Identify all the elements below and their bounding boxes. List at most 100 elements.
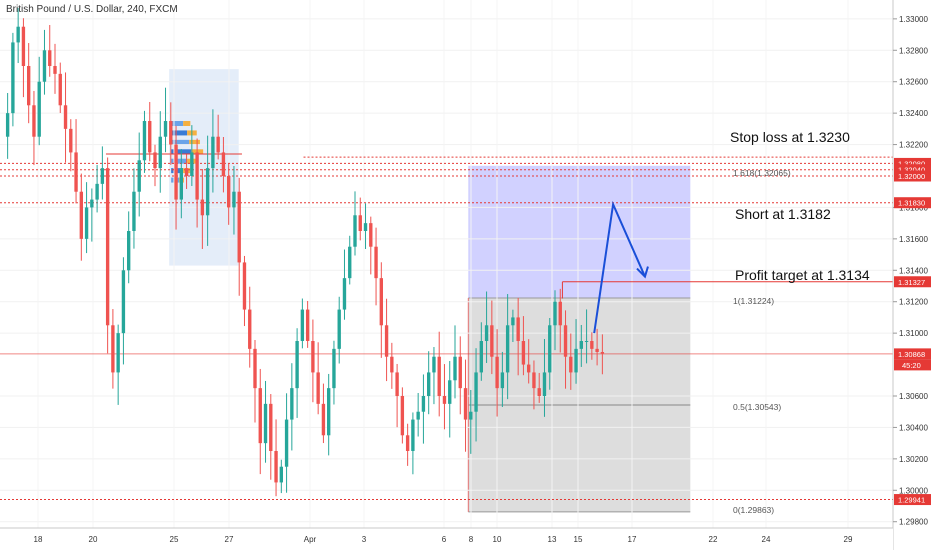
candle-body <box>490 325 494 357</box>
candle-body <box>290 388 294 420</box>
time-tick-label: 27 <box>225 535 234 544</box>
candle-body <box>274 451 278 483</box>
candle-body <box>369 223 373 247</box>
fib-1618-label: 1.618(1.32065) <box>733 168 791 178</box>
price-tag-label: 1.31830 <box>898 199 925 208</box>
price-tick-label: 1.31400 <box>899 266 928 275</box>
countdown-tag <box>894 359 931 371</box>
time-tick-label: 15 <box>574 535 583 544</box>
candle-body <box>32 105 36 137</box>
candles <box>5 7 605 497</box>
candle-body <box>137 160 141 192</box>
profit-target-label: Profit target at 1.3134 <box>735 267 870 283</box>
time-tick-label: 24 <box>762 535 771 544</box>
time-tick-label: 3 <box>362 535 367 544</box>
candle-body <box>316 372 320 404</box>
candle-body <box>74 152 78 192</box>
candle-body <box>190 152 194 176</box>
candle-body <box>300 309 305 341</box>
candle-body <box>11 42 15 114</box>
horizontal-levels <box>0 153 893 501</box>
candle-body <box>121 270 126 334</box>
time-tick-label: 8 <box>469 535 474 544</box>
candle-body <box>553 301 557 326</box>
short-entry-label: Short at 1.3182 <box>735 206 831 222</box>
candle-body <box>221 152 226 176</box>
time-axis-bg <box>0 528 893 550</box>
candle-body <box>184 168 189 176</box>
candle-body <box>79 191 83 239</box>
candle-body <box>42 50 47 82</box>
candle-body <box>195 152 199 200</box>
price-tag-label: 1.29941 <box>898 496 925 505</box>
time-tick-label: 13 <box>548 535 557 544</box>
price-tag <box>894 170 931 182</box>
candle-body <box>216 136 220 153</box>
candle-body <box>116 333 120 373</box>
candle-body <box>558 301 562 326</box>
price-axis-bg <box>893 0 932 550</box>
candle-body <box>163 121 168 137</box>
candle-body <box>321 403 326 436</box>
time-tick-label: 18 <box>34 535 43 544</box>
candle-body <box>27 66 31 106</box>
candle-body <box>411 419 415 451</box>
candle-body <box>569 356 573 373</box>
candle-body <box>400 396 405 436</box>
candle-body <box>527 364 531 373</box>
candle-body <box>600 352 605 354</box>
candle-body <box>427 372 431 396</box>
candle-body <box>374 246 378 279</box>
candle-body <box>537 388 541 396</box>
price-tag-label: 1.32080 <box>898 159 925 168</box>
candle-body <box>474 372 478 412</box>
candle-body <box>521 341 526 365</box>
volume-profile-box <box>169 69 239 266</box>
time-tick-label: Apr <box>304 535 317 544</box>
candle-body <box>200 199 205 216</box>
candle-body <box>263 403 268 444</box>
time-tick-label: 10 <box>493 535 502 544</box>
candle-body <box>458 356 462 389</box>
price-tag <box>894 164 931 176</box>
candle-body <box>442 396 447 404</box>
price-tag <box>894 276 931 288</box>
candle-body <box>448 380 452 404</box>
candle-body <box>479 341 483 373</box>
candle-body <box>227 176 231 208</box>
candle-body <box>58 73 62 106</box>
candle-body <box>332 348 336 389</box>
price-tag-label: 1.32040 <box>898 166 925 175</box>
price-tag <box>894 494 931 506</box>
candle-body <box>153 152 157 169</box>
stop-zone <box>468 165 691 298</box>
candle-body <box>205 168 210 216</box>
symbol-title: British Pound / U.S. Dollar, 240, FXCM <box>6 4 178 15</box>
candle-body <box>484 325 489 341</box>
candle-body <box>363 223 368 231</box>
time-tick-label: 25 <box>170 535 179 544</box>
candle-body <box>358 215 362 231</box>
candle-body <box>132 191 136 231</box>
candle-body <box>269 403 273 451</box>
candle-body <box>595 348 599 352</box>
candle-body <box>211 136 215 169</box>
candle-body <box>16 26 20 43</box>
arrow-head <box>636 266 649 279</box>
time-tick-label: 17 <box>628 535 637 544</box>
candle-body <box>463 388 468 420</box>
candle-body <box>516 317 520 341</box>
price-tag-label: 1.30868 <box>898 350 925 359</box>
candle-body <box>169 121 173 145</box>
price-tick-label: 1.32400 <box>899 109 928 118</box>
candle-body <box>495 356 499 389</box>
time-tick-label: 29 <box>844 535 853 544</box>
candle-body <box>95 183 99 200</box>
volume-profile-bar <box>171 158 188 164</box>
candle-body <box>84 207 89 239</box>
price-tick-label: 1.30400 <box>899 423 928 432</box>
candle-body <box>453 356 457 381</box>
price-tick-label: 1.31200 <box>899 298 928 307</box>
candle-body <box>353 215 357 247</box>
